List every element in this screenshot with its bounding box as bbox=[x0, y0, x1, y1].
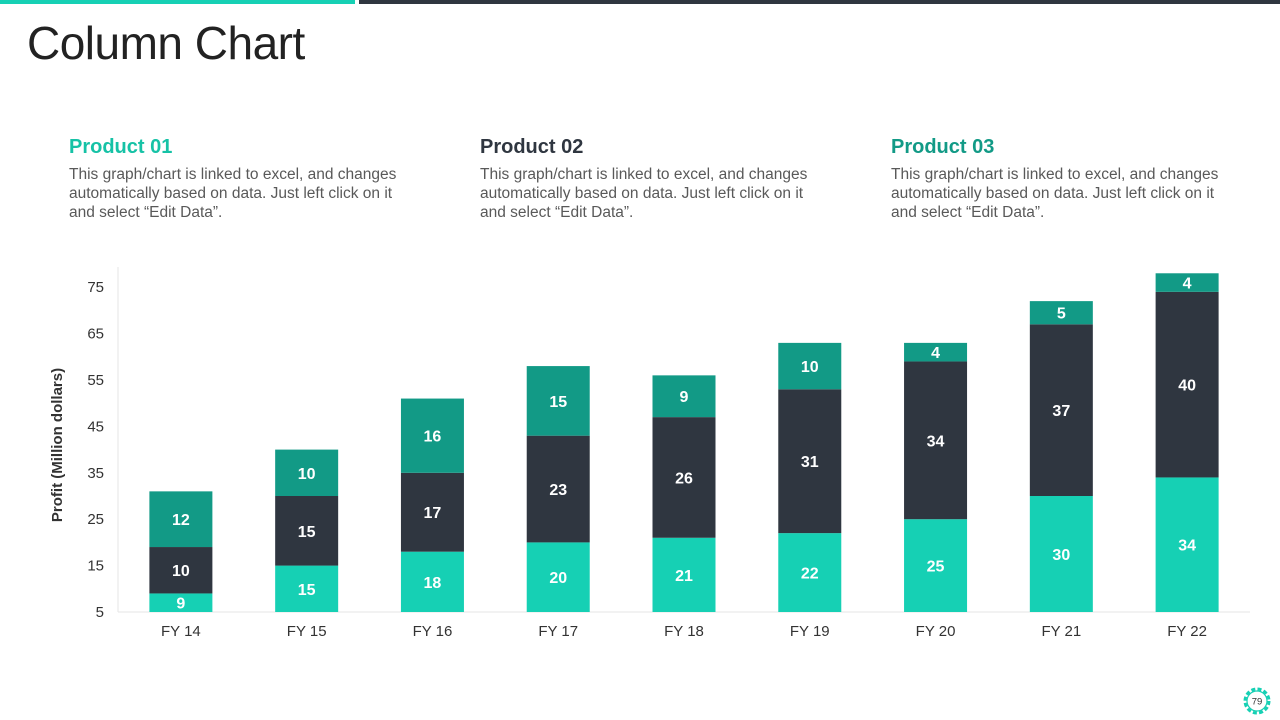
data-label: 9 bbox=[176, 596, 185, 613]
bar-segment-product-03 bbox=[1029, 301, 1093, 325]
bar-segment-product-02 bbox=[904, 361, 968, 520]
x-tick-label: FY 20 bbox=[916, 623, 956, 640]
y-axis-label: Profit (Million dollars) bbox=[49, 368, 66, 522]
bar-segment-product-01 bbox=[526, 542, 590, 612]
page-number: 79 bbox=[1252, 697, 1263, 708]
bar-segment-product-01 bbox=[652, 537, 716, 612]
y-tick-label: 25 bbox=[87, 511, 104, 528]
bar-segment-product-02 bbox=[275, 496, 339, 566]
bar-segment-product-03 bbox=[652, 375, 716, 418]
bar-segment-product-02 bbox=[1155, 291, 1219, 478]
product-02-block: Product 02 This graph/chart is linked to… bbox=[480, 136, 825, 222]
data-label: 9 bbox=[680, 389, 689, 406]
product-03-description: This graph/chart is linked to excel, and… bbox=[891, 166, 1219, 221]
y-tick-label: 75 bbox=[87, 279, 104, 296]
data-label: 10 bbox=[172, 563, 190, 580]
y-tick-label: 35 bbox=[87, 465, 104, 482]
y-tick-label: 55 bbox=[87, 372, 104, 389]
bar-segment-product-03 bbox=[400, 398, 464, 473]
bar-segment-product-03 bbox=[149, 491, 213, 548]
data-label: 4 bbox=[1183, 276, 1192, 293]
product-01-title: Product 01 bbox=[69, 136, 173, 158]
y-tick-label: 15 bbox=[87, 558, 104, 575]
bar-segment-product-01 bbox=[904, 519, 968, 612]
product-02-title: Product 02 bbox=[480, 136, 584, 158]
bar-segment-product-03 bbox=[1155, 273, 1219, 292]
bar-segment-product-02 bbox=[400, 472, 464, 552]
bar-segment-product-03 bbox=[526, 366, 590, 436]
bar-segment-product-02 bbox=[1029, 324, 1093, 496]
bar-segment-product-02 bbox=[652, 417, 716, 538]
bar-segment-product-01 bbox=[1155, 477, 1219, 612]
x-tick-label: FY 14 bbox=[161, 623, 201, 640]
data-label: 15 bbox=[549, 394, 567, 411]
bar-segment-product-01 bbox=[275, 565, 339, 612]
x-tick-label: FY 19 bbox=[790, 623, 830, 640]
data-label: 17 bbox=[424, 505, 442, 522]
y-tick-label: 65 bbox=[87, 326, 104, 343]
data-label: 21 bbox=[675, 568, 693, 585]
data-label: 20 bbox=[549, 570, 567, 587]
data-label: 12 bbox=[172, 512, 190, 529]
bar-segment-product-02 bbox=[778, 389, 842, 534]
slide-title: Column Chart bbox=[27, 17, 305, 69]
data-label: 26 bbox=[675, 470, 693, 487]
bar-segment-product-02 bbox=[149, 547, 213, 594]
x-tick-label: FY 16 bbox=[413, 623, 453, 640]
data-label: 34 bbox=[927, 433, 945, 450]
product-03-title: Product 03 bbox=[891, 136, 995, 158]
product-01-description: This graph/chart is linked to excel, and… bbox=[69, 166, 397, 221]
gear-icon bbox=[1243, 687, 1271, 715]
data-label: 15 bbox=[298, 582, 316, 599]
bar-segment-product-01 bbox=[400, 551, 464, 612]
data-label: 40 bbox=[1178, 378, 1196, 395]
product-01-block: Product 01 This graph/chart is linked to… bbox=[69, 136, 414, 222]
data-label: 31 bbox=[801, 454, 819, 471]
x-tick-label: FY 21 bbox=[1041, 623, 1081, 640]
product-03-block: Product 03 This graph/chart is linked to… bbox=[891, 136, 1236, 222]
top-accent-bar-teal bbox=[0, 0, 355, 4]
data-label: 10 bbox=[801, 359, 819, 376]
x-tick-label: FY 15 bbox=[287, 623, 327, 640]
bar-segment-product-03 bbox=[275, 449, 339, 496]
bar-segment-product-01 bbox=[149, 593, 213, 612]
bar-segment-product-03 bbox=[778, 342, 842, 390]
data-label: 16 bbox=[424, 429, 442, 446]
x-tick-label: FY 18 bbox=[664, 623, 704, 640]
product-02-description: This graph/chart is linked to excel, and… bbox=[480, 166, 808, 221]
data-label: 30 bbox=[1052, 547, 1070, 564]
bar-segment-product-03 bbox=[904, 342, 968, 362]
x-tick-label: FY 17 bbox=[538, 623, 578, 640]
data-label: 37 bbox=[1052, 403, 1070, 420]
data-label: 10 bbox=[298, 466, 316, 483]
data-label: 23 bbox=[549, 482, 567, 499]
data-label: 18 bbox=[424, 575, 442, 592]
bar-segment-product-02 bbox=[526, 435, 590, 543]
data-label: 22 bbox=[801, 566, 819, 583]
x-tick-label: FY 22 bbox=[1167, 623, 1207, 640]
bar-segment-product-01 bbox=[778, 533, 842, 612]
data-label: 15 bbox=[298, 524, 316, 541]
y-tick-label: 5 bbox=[96, 604, 104, 621]
data-label: 25 bbox=[927, 559, 945, 576]
page-number-badge: 79 bbox=[1243, 687, 1271, 715]
top-accent-bar-dark bbox=[359, 0, 1280, 4]
data-label: 4 bbox=[931, 345, 940, 362]
data-label: 5 bbox=[1057, 306, 1066, 323]
y-tick-label: 45 bbox=[87, 418, 104, 435]
bar-segment-product-01 bbox=[1029, 496, 1093, 612]
data-label: 34 bbox=[1178, 538, 1196, 555]
